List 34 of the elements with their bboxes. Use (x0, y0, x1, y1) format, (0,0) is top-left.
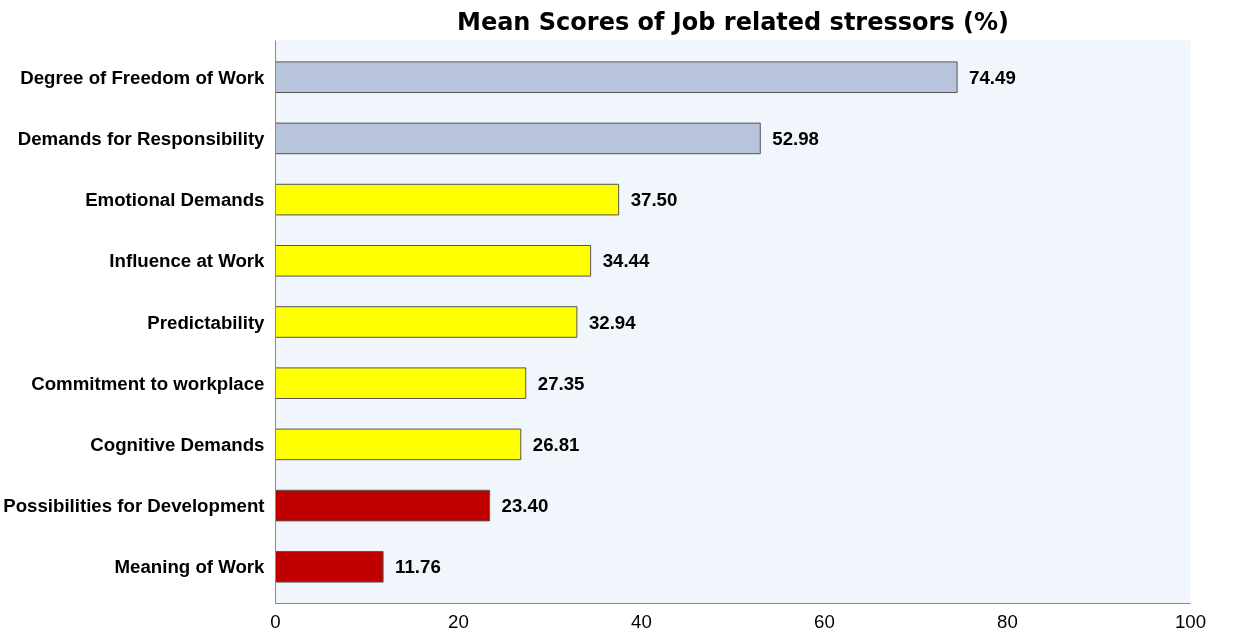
data-label: 37.50 (630, 189, 678, 211)
x-tick-label: 40 (631, 610, 652, 632)
bar (275, 245, 592, 277)
bar (275, 428, 522, 461)
bar (275, 489, 491, 522)
y-tick-label: Predictability (147, 311, 266, 333)
bar (275, 61, 958, 94)
x-tick-label: 100 (1174, 610, 1207, 632)
data-label: 52.98 (772, 127, 819, 149)
x-tick-label: 20 (448, 610, 469, 632)
x-tick-label: 0 (270, 610, 281, 632)
y-tick-label: Meaning of Work (114, 556, 266, 578)
bar (275, 122, 761, 155)
data-label: 32.94 (588, 311, 637, 333)
y-tick-label: Degree of Freedom of Work (20, 66, 266, 88)
bar (275, 306, 578, 338)
y-tick-label: Demands for Responsibility (17, 127, 266, 149)
data-label: 11.76 (395, 556, 441, 578)
data-label: 27.35 (537, 372, 585, 394)
y-tick-label: Emotional Demands (85, 189, 265, 211)
y-tick-label: Possibilities for Development (3, 495, 265, 517)
data-label: 34.44 (602, 250, 650, 272)
bar (275, 367, 527, 399)
chart-title: Mean Scores of Job related stressors (%) (457, 7, 1009, 36)
bar (275, 550, 384, 583)
x-tick-label: 60 (814, 610, 835, 632)
data-label: 26.81 (532, 433, 580, 455)
data-label: 23.40 (501, 495, 549, 517)
y-tick-label: Cognitive Demands (90, 433, 265, 455)
y-tick-label: Influence at Work (109, 250, 266, 272)
data-label: 74.49 (969, 66, 1016, 88)
x-tick-label: 80 (997, 610, 1018, 632)
y-tick-label: Commitment to workplace (31, 372, 265, 394)
bar (275, 183, 620, 216)
